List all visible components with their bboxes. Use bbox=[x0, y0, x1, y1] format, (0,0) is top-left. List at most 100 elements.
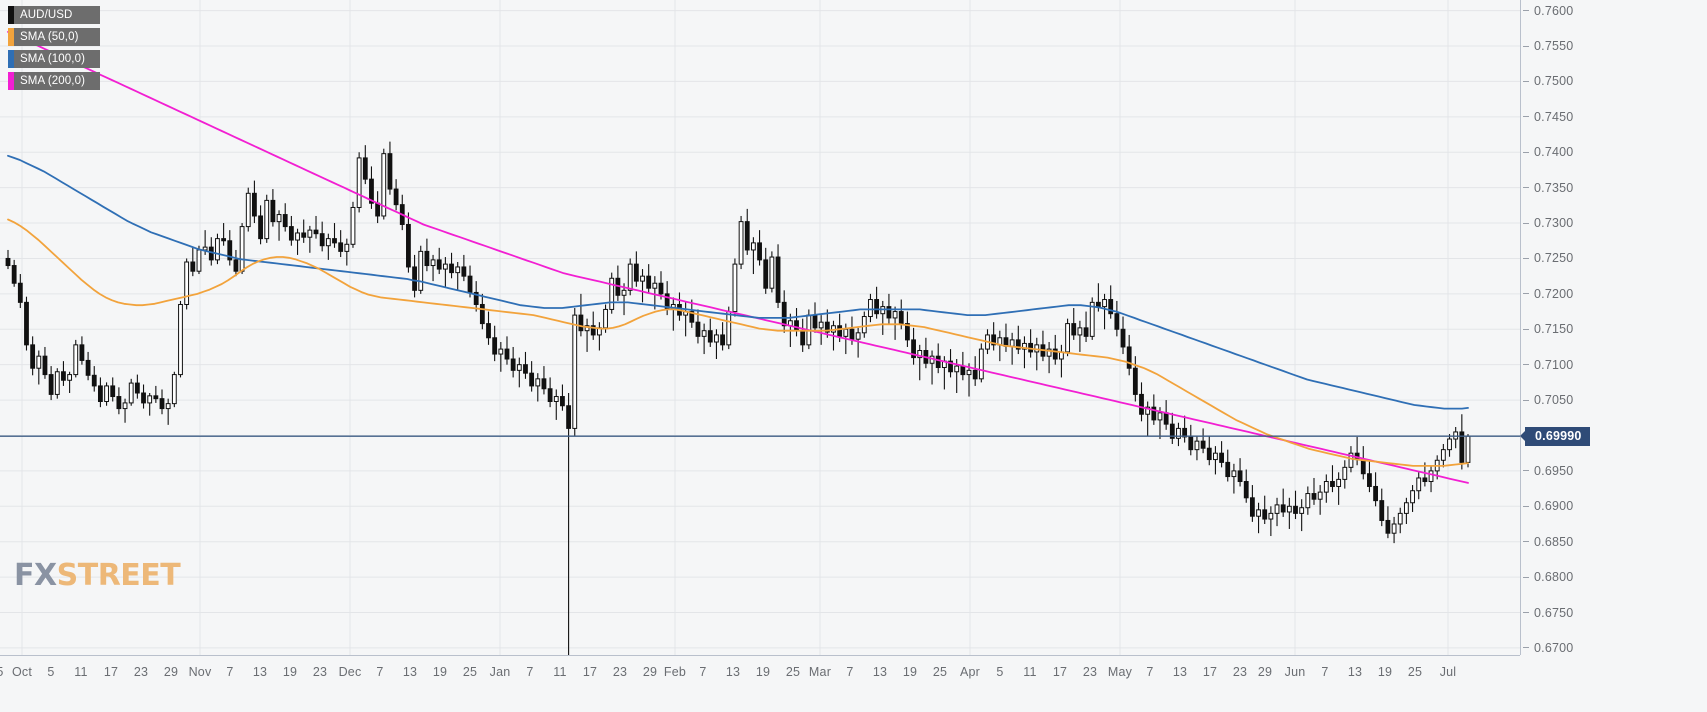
date-tick-label: 5 bbox=[996, 665, 1004, 679]
price-tick: 0.6750 bbox=[1521, 606, 1573, 620]
date-tick-label: Dec bbox=[338, 665, 362, 679]
date-tick-label: 25 bbox=[932, 665, 948, 679]
sma-100-line bbox=[7, 154, 1469, 410]
candlestick-series bbox=[5, 141, 1471, 655]
price-tick: 0.6900 bbox=[1521, 499, 1573, 513]
date-tick-label: Jun bbox=[1284, 665, 1306, 679]
date-tick-label: Nov bbox=[188, 665, 212, 679]
price-tick: 0.6700 bbox=[1521, 641, 1573, 655]
price-tick-label: 0.6800 bbox=[1534, 570, 1574, 585]
price-tick-dash bbox=[1523, 647, 1529, 649]
date-tick-label: 19 bbox=[755, 665, 771, 679]
date-tick-label: Mar bbox=[808, 665, 832, 679]
price-tick-label: 0.7550 bbox=[1534, 39, 1574, 54]
price-tick-label: 0.7450 bbox=[1534, 109, 1574, 124]
date-tick-label: 25 bbox=[1407, 665, 1423, 679]
price-tick-dash bbox=[1523, 328, 1529, 330]
date-tick-label: 5 bbox=[47, 665, 55, 679]
legend-color-swatch bbox=[8, 28, 14, 46]
date-tick-label: 11 bbox=[1023, 665, 1037, 679]
date-tick-label: 23 bbox=[1082, 665, 1098, 679]
date-tick-label: 5 bbox=[0, 665, 4, 679]
price-tick-label: 0.6700 bbox=[1534, 640, 1574, 655]
price-tick: 0.6850 bbox=[1521, 535, 1573, 549]
price-tick-label: 0.7600 bbox=[1534, 3, 1574, 18]
date-tick-label: 25 bbox=[785, 665, 801, 679]
legend-item-label: SMA (200,0) bbox=[20, 75, 86, 87]
date-tick-label: 23 bbox=[612, 665, 628, 679]
price-tick: 0.6800 bbox=[1521, 570, 1573, 584]
price-tick-dash bbox=[1523, 505, 1529, 507]
date-tick-label: 19 bbox=[432, 665, 448, 679]
legend-item-sma-200[interactable]: SMA (200,0) bbox=[8, 72, 100, 90]
date-tick-label: Apr bbox=[959, 665, 981, 679]
price-tick-label: 0.7300 bbox=[1534, 216, 1574, 231]
date-tick-label: 17 bbox=[1202, 665, 1218, 679]
legend-item-label: AUD/USD bbox=[20, 9, 73, 21]
price-tick-dash bbox=[1523, 45, 1529, 47]
price-tick: 0.7450 bbox=[1521, 110, 1573, 124]
date-tick-label: 13 bbox=[1172, 665, 1188, 679]
date-axis[interactable]: Oct 5 11 17 23 29 Nov 7 13 19 23 Dec 7 13 19 25 Jan 7 11 17… bbox=[0, 655, 1520, 712]
price-tick-dash bbox=[1523, 151, 1529, 153]
price-tick: 0.7050 bbox=[1521, 393, 1573, 407]
chart-plot-area[interactable]: AUD/USD SMA (50,0) SMA (100,0) SMA (200,… bbox=[0, 0, 1520, 655]
date-tick-label: 19 bbox=[902, 665, 918, 679]
legend-item-sma-100[interactable]: SMA (100,0) bbox=[8, 50, 100, 68]
date-tick-label: 7 bbox=[1321, 665, 1329, 679]
price-tick-dash bbox=[1523, 541, 1529, 543]
vertical-gridlines bbox=[21, 0, 1449, 655]
price-tick-dash bbox=[1523, 576, 1529, 578]
legend-item-aud-usd[interactable]: AUD/USD bbox=[8, 6, 100, 24]
price-tick-dash bbox=[1523, 257, 1529, 259]
price-tick-dash bbox=[1523, 293, 1529, 295]
price-tick-label: 0.6750 bbox=[1534, 605, 1574, 620]
price-tick-label: 0.7500 bbox=[1534, 74, 1574, 89]
price-tick-label: 0.7250 bbox=[1534, 251, 1574, 266]
date-tick-label: Oct bbox=[11, 665, 33, 679]
watermark-street: STREET bbox=[56, 558, 181, 593]
date-tick-label: 7 bbox=[226, 665, 234, 679]
date-tick-label: 7 bbox=[1146, 665, 1154, 679]
date-tick-label: Feb bbox=[663, 665, 687, 679]
price-tick-label: 0.7100 bbox=[1534, 357, 1574, 372]
date-tick-label: 25 bbox=[462, 665, 478, 679]
date-tick-label: 7 bbox=[526, 665, 534, 679]
legend-item-label: SMA (100,0) bbox=[20, 53, 86, 65]
price-tick-label: 0.7150 bbox=[1534, 322, 1574, 337]
price-tick: 0.7250 bbox=[1521, 251, 1573, 265]
price-tick-dash bbox=[1523, 612, 1529, 613]
chart-legend: AUD/USD SMA (50,0) SMA (100,0) SMA (200,… bbox=[8, 6, 100, 90]
price-tick-label: 0.6900 bbox=[1534, 499, 1574, 514]
date-tick-label: 17 bbox=[103, 665, 119, 679]
date-tick-label: 7 bbox=[846, 665, 854, 679]
current-price-badge: 0.69990 bbox=[1520, 426, 1590, 446]
price-axis[interactable]: 0.69990 0.7600 0.7550 0.7500 0.7450 0.7400 0.… bbox=[1520, 0, 1707, 655]
date-tick-label: 23 bbox=[312, 665, 328, 679]
price-tick: 0.7200 bbox=[1521, 287, 1573, 301]
date-tick-label: 19 bbox=[1377, 665, 1393, 679]
price-tick-dash bbox=[1523, 222, 1529, 224]
date-tick-label: 11 bbox=[74, 665, 88, 679]
date-tick-label: 13 bbox=[252, 665, 268, 679]
watermark-fx: FX bbox=[14, 558, 57, 593]
date-tick-label: 13 bbox=[725, 665, 741, 679]
price-tick: 0.7350 bbox=[1521, 181, 1573, 195]
legend-item-sma-50[interactable]: SMA (50,0) bbox=[8, 28, 100, 46]
chart-canvas bbox=[0, 0, 1520, 655]
price-tick-dash bbox=[1523, 470, 1529, 472]
date-tick-label: 7 bbox=[699, 665, 707, 679]
date-tick-label: 17 bbox=[1052, 665, 1068, 679]
price-tick: 0.7600 bbox=[1521, 4, 1573, 18]
date-tick-label: 23 bbox=[1232, 665, 1248, 679]
price-tick: 0.7300 bbox=[1521, 216, 1573, 230]
legend-color-swatch bbox=[8, 6, 14, 24]
date-tick-label: 13 bbox=[402, 665, 418, 679]
price-tick-label: 0.6950 bbox=[1534, 463, 1574, 478]
price-tick: 0.7100 bbox=[1521, 358, 1573, 372]
legend-item-label: SMA (50,0) bbox=[20, 31, 79, 43]
date-tick-label: 13 bbox=[1347, 665, 1363, 679]
date-tick-label: 13 bbox=[872, 665, 888, 679]
price-tick-dash bbox=[1523, 116, 1529, 118]
